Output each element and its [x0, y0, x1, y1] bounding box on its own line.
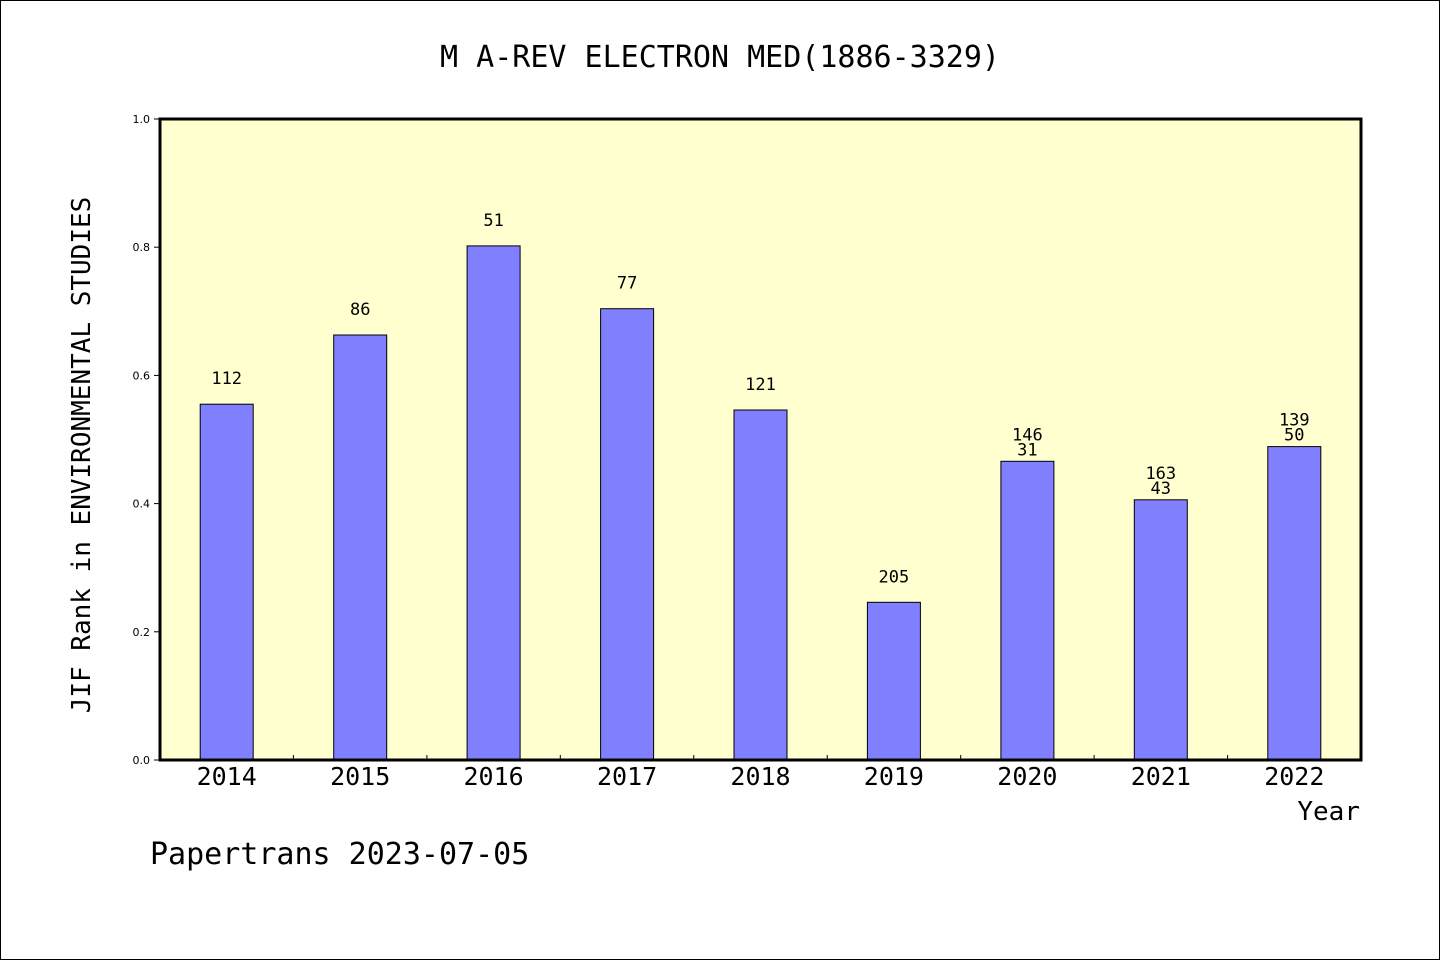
- bar-2017: [600, 308, 655, 761]
- y-tick-label: 1.0: [133, 113, 151, 126]
- bar-label-2015: 86: [350, 300, 370, 320]
- bar-label-2018: 121: [745, 375, 776, 395]
- bar-2018: [733, 409, 788, 761]
- bar-2020: [1000, 460, 1055, 761]
- x-tick-label-2015: 2015: [330, 762, 390, 791]
- x-tick-label-2016: 2016: [463, 762, 523, 791]
- y-tick-label: 0.8: [133, 241, 151, 254]
- x-tick-label-2014: 2014: [197, 762, 257, 791]
- bar-2019: [866, 601, 921, 761]
- bar-2015: [333, 334, 388, 761]
- y-tick-label: 0.0: [133, 754, 151, 767]
- bar-label-2022: 50: [1284, 426, 1304, 446]
- x-tick-label-2019: 2019: [864, 762, 924, 791]
- bar-label-2014: 112: [211, 369, 242, 389]
- bar-2016: [466, 245, 521, 761]
- x-tick-label-2020: 2020: [997, 762, 1057, 791]
- bar-2021: [1133, 499, 1188, 761]
- plot-border: [158, 117, 1363, 762]
- y-axis-label: JIF Rank in ENVIRONMENTAL STUDIES: [67, 197, 97, 714]
- x-tick-label-2018: 2018: [730, 762, 790, 791]
- bar-label-2022: 139: [1279, 411, 1310, 431]
- y-tick-label: 0.2: [133, 626, 151, 639]
- y-tick-label: 0.4: [133, 498, 151, 511]
- y-axis-ticks: 0.0 0.2 0.4 0.6 0.8 1.0: [133, 113, 160, 767]
- chart-title: M A-REV ELECTRON MED(1886-3329): [440, 40, 1000, 75]
- x-axis-ticks: 2014 2015 2016 2017 2018 2019 2020 2021 2022: [197, 755, 1324, 791]
- bar-2022: [1267, 446, 1322, 761]
- bar-label-2021: 163: [1145, 464, 1176, 484]
- x-tick-label-2021: 2021: [1131, 762, 1191, 791]
- bar-label-2019: 205: [879, 567, 910, 587]
- x-tick-label-2017: 2017: [597, 762, 657, 791]
- bar-label-2021: 43: [1151, 479, 1171, 499]
- bars-group: [199, 245, 1322, 761]
- bar-label-2017: 77: [617, 274, 637, 294]
- bar-2014: [199, 403, 254, 761]
- bar-label-2016: 51: [483, 211, 503, 231]
- x-axis-label: Year: [1297, 797, 1360, 827]
- y-tick-label: 0.6: [133, 369, 151, 382]
- bar-label-2020: 146: [1012, 425, 1043, 445]
- bar-label-2020: 31: [1017, 440, 1037, 460]
- x-tick-label-2022: 2022: [1264, 762, 1324, 791]
- footer-credit: Papertrans 2023-07-05: [150, 837, 529, 872]
